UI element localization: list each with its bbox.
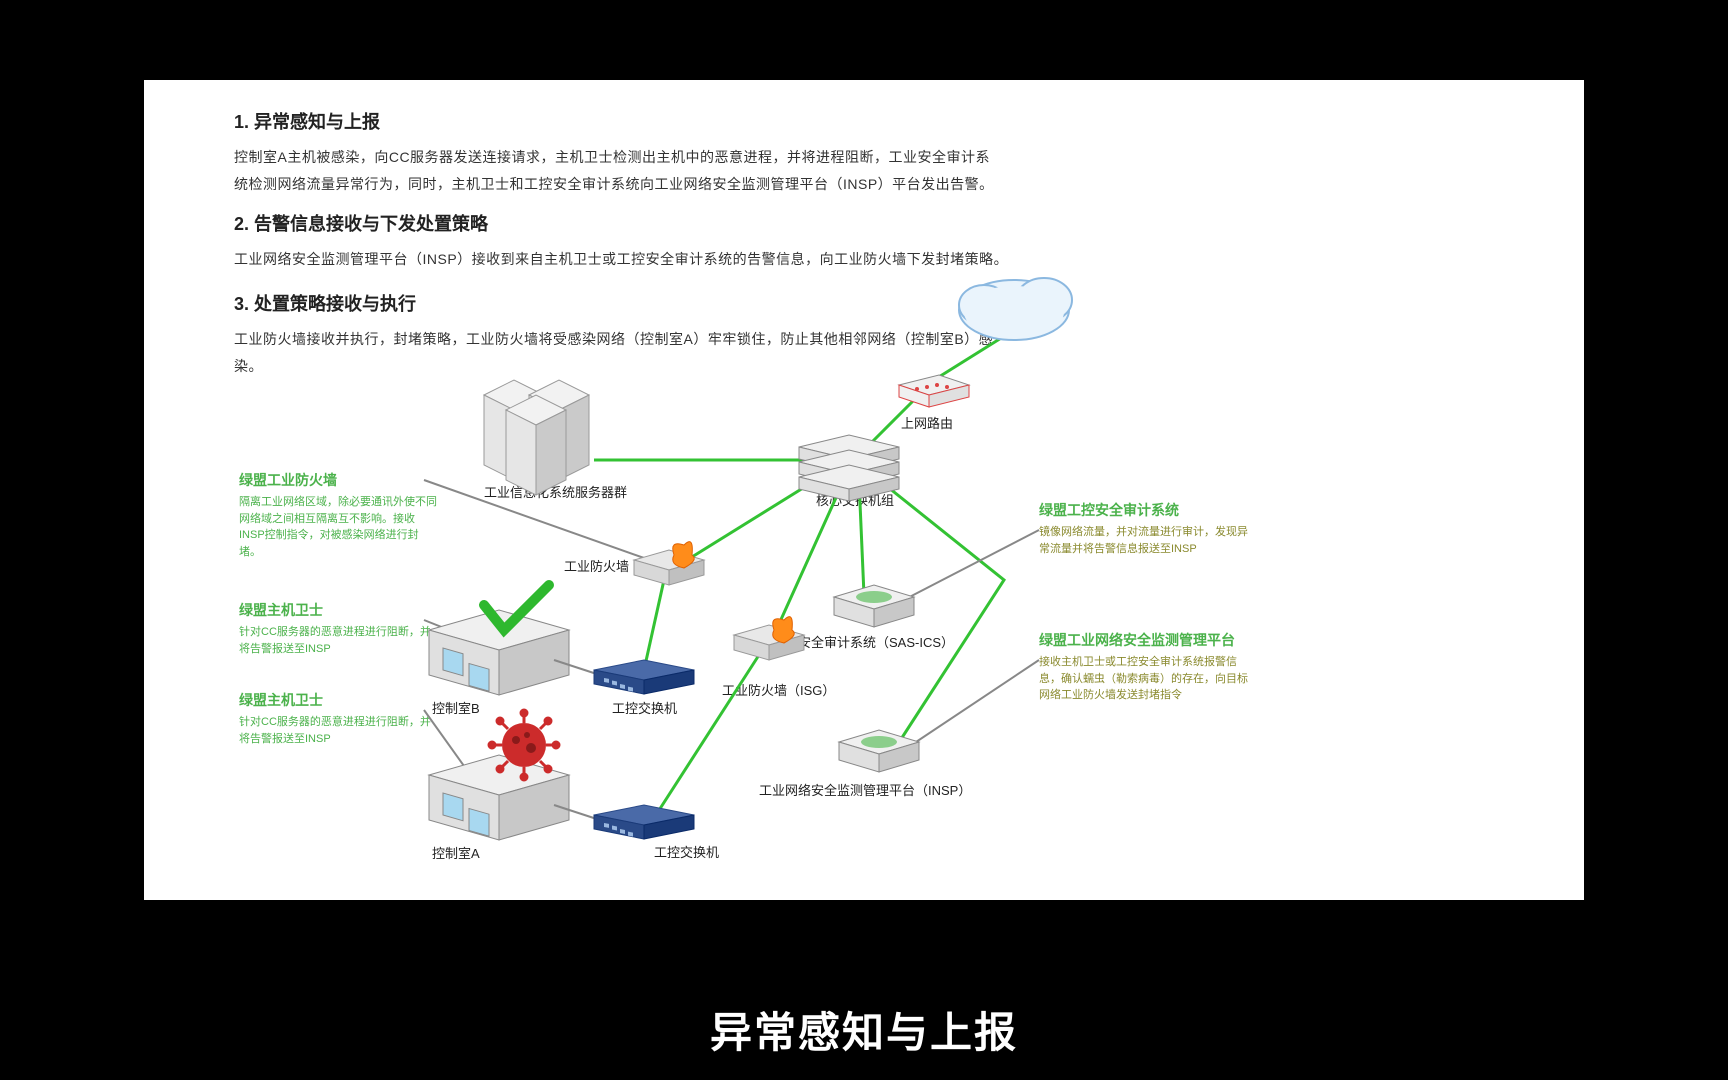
sas-icon [834, 585, 914, 627]
section-2-body: 工业网络安全监测管理平台（INSP）接收到来自主机卫士或工控安全审计系统的告警信… [234, 246, 1014, 273]
callout-firewall-title: 绿盟工业防火墙 [239, 470, 439, 490]
section-1-title: 1. 异常感知与上报 [234, 108, 994, 134]
label-sas: 工控安全审计系统（SAS-ICS） [772, 632, 954, 651]
callout-guardB-body: 针对CC服务器的恶意进程进行阻断，并将告警报送至INSP [239, 624, 439, 657]
callout-guardB: 绿盟主机卫士 针对CC服务器的恶意进程进行阻断，并将告警报送至INSP [239, 600, 439, 657]
callout-insp-body: 接收主机卫士或工控安全审计系统报警信息，确认蠕虫（勒索病毒）的存在，向目标网络工… [1039, 654, 1249, 704]
switchA-icon [594, 805, 694, 839]
insp-icon [839, 730, 919, 772]
callout-guardA-title: 绿盟主机卫士 [239, 690, 439, 710]
label-roomB: 控制室B [432, 698, 480, 717]
page-container: 1. 异常感知与上报 控制室A主机被感染，向CC服务器发送连接请求，主机卫士检测… [144, 80, 1584, 900]
callout-guardB-title: 绿盟主机卫士 [239, 600, 439, 620]
label-switchA: 工控交换机 [654, 842, 719, 861]
label-servers: 工业信息化系统服务器群 [484, 482, 627, 501]
label-router: 上网路由 [901, 413, 953, 432]
label-switchB: 工控交换机 [612, 698, 677, 717]
section-3-title: 3. 处置策略接收与执行 [234, 290, 1014, 316]
section-1: 1. 异常感知与上报 控制室A主机被感染，向CC服务器发送连接请求，主机卫士检测… [234, 108, 994, 197]
callout-audit-title: 绿盟工控安全审计系统 [1039, 500, 1249, 520]
section-2-title: 2. 告警信息接收与下发处置策略 [234, 210, 1014, 236]
callout-audit-body: 镜像网络流量，并对流量进行审计，发现异常流量并将告警信息报送至INSP [1039, 524, 1249, 557]
label-coreSwitch: 核心交换机组 [816, 490, 894, 509]
callout-insp-title: 绿盟工业网络安全监测管理平台 [1039, 630, 1249, 650]
server-group-icon [484, 380, 589, 495]
callout-guardA-body: 针对CC服务器的恶意进程进行阻断，并将告警报送至INSP [239, 714, 439, 747]
label-internet: 互联网 [1007, 305, 1046, 324]
callout-firewall: 绿盟工业防火墙 隔离工业网络区域，除必要通讯外使不同网络域之间相互隔离互不影响。… [239, 470, 439, 560]
callout-insp: 绿盟工业网络安全监测管理平台 接收主机卫士或工控安全审计系统报警信息，确认蠕虫（… [1039, 630, 1249, 704]
label-insp: 工业网络安全监测管理平台（INSP） [759, 780, 971, 799]
callout-guardA: 绿盟主机卫士 针对CC服务器的恶意进程进行阻断，并将告警报送至INSP [239, 690, 439, 747]
section-3-body: 工业防火墙接收并执行，封堵策略，工业防火墙将受感染网络（控制室A）牢牢锁住，防止… [234, 326, 1014, 379]
section-1-body: 控制室A主机被感染，向CC服务器发送连接请求，主机卫士检测出主机中的恶意进程，并… [234, 144, 994, 197]
label-roomA: 控制室A [432, 843, 480, 862]
caption-bar: 异常感知与上报 [0, 999, 1728, 1060]
switchB-icon [594, 660, 694, 694]
roomB-icon [429, 585, 569, 695]
label-isg-top: 工业防火墙（ISG） [564, 556, 677, 575]
section-2: 2. 告警信息接收与下发处置策略 工业网络安全监测管理平台（INSP）接收到来自… [234, 210, 1014, 273]
callout-firewall-body: 隔离工业网络区域，除必要通讯外使不同网络域之间相互隔离互不影响。接收 INSP控… [239, 494, 439, 560]
section-3: 3. 处置策略接收与执行 工业防火墙接收并执行，封堵策略，工业防火墙将受感染网络… [234, 290, 1014, 379]
callout-audit: 绿盟工控安全审计系统 镜像网络流量，并对流量进行审计，发现异常流量并将告警信息报… [1039, 500, 1249, 557]
label-isg-bot: 工业防火墙（ISG） [722, 680, 835, 699]
router-icon [899, 375, 969, 407]
roomA-icon [429, 710, 569, 840]
